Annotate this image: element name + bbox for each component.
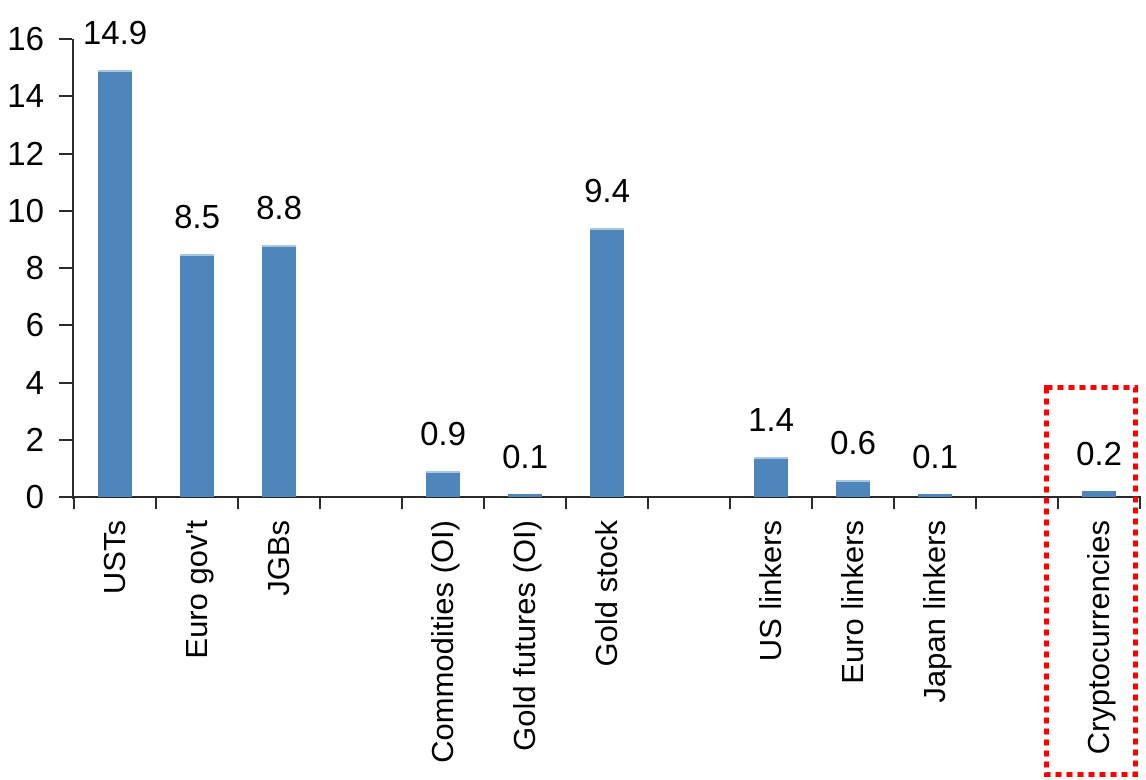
bar (1082, 491, 1116, 497)
bar (508, 494, 542, 497)
x-axis-tick (647, 498, 649, 509)
y-axis-tick (59, 95, 72, 98)
y-axis-tick-label: 10 (7, 191, 44, 229)
x-category-label-text: USTs (97, 520, 132, 595)
bar (180, 253, 214, 497)
y-axis-tick (59, 438, 72, 441)
y-axis-tick (59, 324, 72, 327)
y-axis-tick-label: 4 (25, 363, 44, 401)
x-category-label-text: Japan linkers (917, 520, 952, 703)
bar-value-label: 0.2 (1076, 435, 1122, 473)
y-axis-tick-label: 12 (7, 134, 44, 172)
bar (426, 471, 460, 497)
x-category-label: Gold futures (OI) (497, 520, 553, 778)
x-axis-tick (565, 498, 567, 509)
y-axis-tick-label: 14 (7, 77, 44, 115)
x-category-label: Euro gov't (169, 520, 225, 778)
x-category-label: JGBs (251, 520, 307, 778)
x-axis-tick (893, 498, 895, 509)
bar-value-label: 9.4 (584, 171, 630, 209)
y-axis-tick (59, 152, 72, 155)
y-axis-tick (59, 209, 72, 212)
x-axis-line (72, 496, 1141, 498)
bar (98, 70, 132, 497)
x-category-label-text: Commodities (OI) (425, 520, 460, 763)
x-axis-tick (975, 498, 977, 509)
bar-value-label: 0.1 (502, 438, 548, 476)
x-category-label: Japan linkers (907, 520, 963, 778)
bar (836, 479, 870, 497)
x-category-label-text: Gold stock (589, 520, 624, 667)
bar-value-label: 0.9 (420, 415, 466, 453)
y-axis-tick (59, 38, 72, 40)
x-category-label: Commodities (OI) (415, 520, 471, 778)
x-category-label-text: US linkers (753, 520, 788, 662)
x-category-label-text: JGBs (261, 520, 296, 596)
y-axis-tick-label: 8 (25, 249, 44, 286)
bar (918, 494, 952, 497)
x-category-label-text: Euro linkers (835, 520, 870, 684)
bar-value-label: 0.6 (830, 423, 876, 461)
x-axis-tick (483, 498, 485, 509)
bar-value-label: 0.1 (912, 438, 958, 476)
x-axis-tick (237, 498, 239, 509)
x-category-label-text: Cryptocurrencies (1081, 520, 1116, 755)
x-axis-tick (1057, 498, 1059, 509)
y-axis-tick-label: 0 (25, 478, 44, 515)
bar-value-label: 14.9 (82, 14, 148, 52)
x-axis-tick (319, 498, 321, 509)
bar-value-label: 8.5 (174, 197, 220, 235)
x-category-label-text: Euro gov't (179, 520, 214, 659)
y-axis-tick (59, 496, 72, 498)
x-category-label: US linkers (743, 520, 799, 778)
y-axis-tick-label: 6 (25, 306, 44, 344)
x-axis-tick (729, 498, 731, 509)
x-axis-tick (155, 498, 157, 509)
bar (590, 227, 624, 497)
x-category-label: Cryptocurrencies (1071, 520, 1127, 778)
x-axis-tick (73, 498, 75, 509)
bar (262, 245, 296, 497)
x-axis-tick (811, 498, 813, 509)
x-axis-tick (1139, 498, 1141, 509)
y-axis-line (72, 39, 74, 499)
bar-value-label: 1.4 (748, 400, 794, 438)
x-category-label: Euro linkers (825, 520, 881, 778)
x-axis-tick (401, 498, 403, 509)
bar-value-label: 8.8 (256, 189, 302, 227)
x-category-label: USTs (87, 520, 143, 778)
bar (754, 456, 788, 497)
x-category-label: Gold stock (579, 520, 635, 778)
y-axis-tick-label: 2 (25, 420, 44, 458)
y-axis-tick (59, 267, 72, 269)
y-axis-tick (59, 381, 72, 384)
y-axis-tick-label: 16 (7, 20, 44, 57)
x-category-label-text: Gold futures (OI) (507, 520, 542, 751)
